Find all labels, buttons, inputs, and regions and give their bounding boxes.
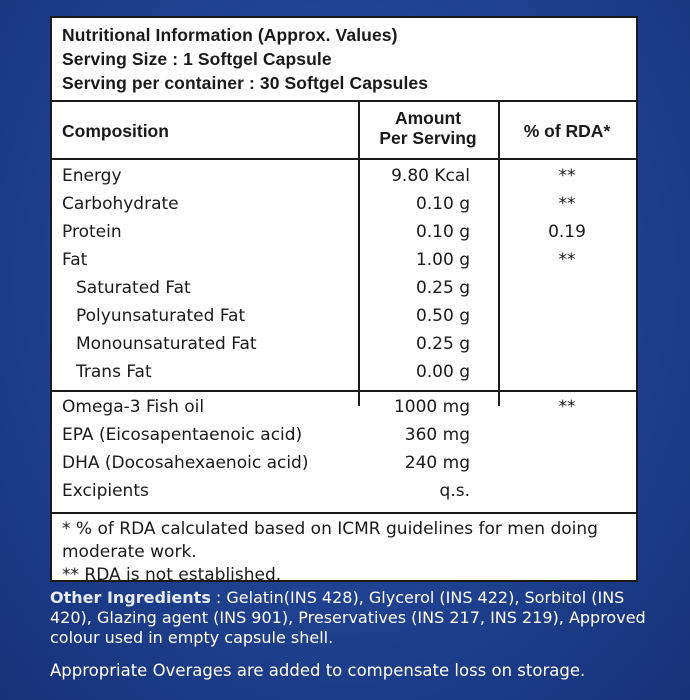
row-rda: ** xyxy=(558,397,576,417)
table-row: Protein 0.10 g 0.19 xyxy=(52,219,636,247)
serving-size: Serving Size : 1 Softgel Capsule xyxy=(62,49,332,69)
row-rda: ** xyxy=(558,250,576,270)
row-amount: 240 mg xyxy=(404,453,470,473)
other-ingredients-label: Other Ingredients xyxy=(50,588,211,607)
row-amount: 360 mg xyxy=(404,425,470,445)
table-row: Excipients q.s. xyxy=(52,478,636,506)
table-row: Carbohydrate 0.10 g ** xyxy=(52,191,636,219)
rda-not-established-note: ** RDA is not established. xyxy=(62,565,282,585)
table-row: EPA (Eicosapentaenoic acid) 360 mg xyxy=(52,422,636,450)
overage-note: Appropriate Overages are added to compen… xyxy=(50,661,586,680)
row-rda: 0.19 xyxy=(548,222,586,242)
row-amount: 1000 mg xyxy=(393,397,470,417)
group-divider xyxy=(52,390,636,392)
composition-header: Composition xyxy=(62,121,169,141)
servings-per-container: Serving per container : 30 Softgel Capsu… xyxy=(62,73,429,93)
row-amount: 0.10 g xyxy=(415,222,470,242)
table-row: Monounsaturated Fat 0.25 g xyxy=(52,331,636,359)
rda-footnote: * % of RDA calculated based on ICMR guid… xyxy=(62,519,598,562)
amount-header: Amount Per Serving xyxy=(358,108,498,148)
other-ingredients-text: : Gelatin(INS 428), Glycerol (INS 422), … xyxy=(50,588,646,647)
table-row: Energy 9.80 Kcal ** xyxy=(52,163,636,191)
row-name: Protein xyxy=(62,222,122,242)
table-row: Trans Fat 0.00 g xyxy=(52,359,636,387)
row-name: Omega-3 Fish oil xyxy=(62,397,205,417)
row-name: Excipients xyxy=(62,481,149,501)
rda-header: % of RDA* xyxy=(523,121,611,141)
row-amount: 0.25 g xyxy=(415,334,470,354)
nutrient-rows: Energy 9.80 Kcal ** Carbohydrate 0.10 g ** Pro… xyxy=(52,160,636,390)
row-amount: 0.25 g xyxy=(415,278,470,298)
other-ingredients: Other Ingredients : Gelatin(INS 428), Gl… xyxy=(50,588,650,648)
table-row: DHA (Docosahexaenoic acid) 240 mg xyxy=(52,450,636,478)
row-amount: 0.00 g xyxy=(415,362,470,382)
row-name: Energy xyxy=(62,166,122,186)
row-amount: 0.10 g xyxy=(415,194,470,214)
row-name: Fat xyxy=(62,250,88,270)
row-rda: ** xyxy=(558,194,576,214)
column-headers: Composition Amount Per Serving % of RDA* xyxy=(52,102,636,160)
row-name: DHA (Docosahexaenoic acid) xyxy=(62,453,309,473)
row-name: EPA (Eicosapentaenoic acid) xyxy=(62,425,303,445)
ingredient-rows: Omega-3 Fish oil 1000 mg ** EPA (Eicosapent… xyxy=(52,392,636,512)
table-header: Nutritional Information (Approx. Values)… xyxy=(52,18,636,102)
nutrition-table: Nutritional Information (Approx. Values)… xyxy=(50,16,638,585)
table-title: Nutritional Information (Approx. Values) xyxy=(62,25,398,45)
amount-header-line2: Per Serving xyxy=(379,128,477,148)
column-divider xyxy=(498,102,500,406)
amount-header-line1: Amount xyxy=(394,108,462,128)
table-row: Polyunsaturated Fat 0.50 g xyxy=(52,303,636,331)
row-amount: 9.80 Kcal xyxy=(391,166,470,186)
table-row: Saturated Fat 0.25 g xyxy=(52,275,636,303)
table-row: Fat 1.00 g ** xyxy=(52,247,636,275)
row-name: Monounsaturated Fat xyxy=(76,334,257,354)
row-amount: 0.50 g xyxy=(415,306,470,326)
column-divider xyxy=(358,102,360,406)
row-name: Trans Fat xyxy=(76,362,152,382)
row-name: Carbohydrate xyxy=(62,194,179,214)
row-rda: ** xyxy=(558,166,576,186)
table-row: Omega-3 Fish oil 1000 mg ** xyxy=(52,394,636,422)
row-name: Saturated Fat xyxy=(76,278,191,298)
row-amount: q.s. xyxy=(439,481,470,501)
row-amount: 1.00 g xyxy=(415,250,470,270)
row-name: Polyunsaturated Fat xyxy=(76,306,246,326)
footnotes: * % of RDA calculated based on ICMR guid… xyxy=(52,512,636,587)
